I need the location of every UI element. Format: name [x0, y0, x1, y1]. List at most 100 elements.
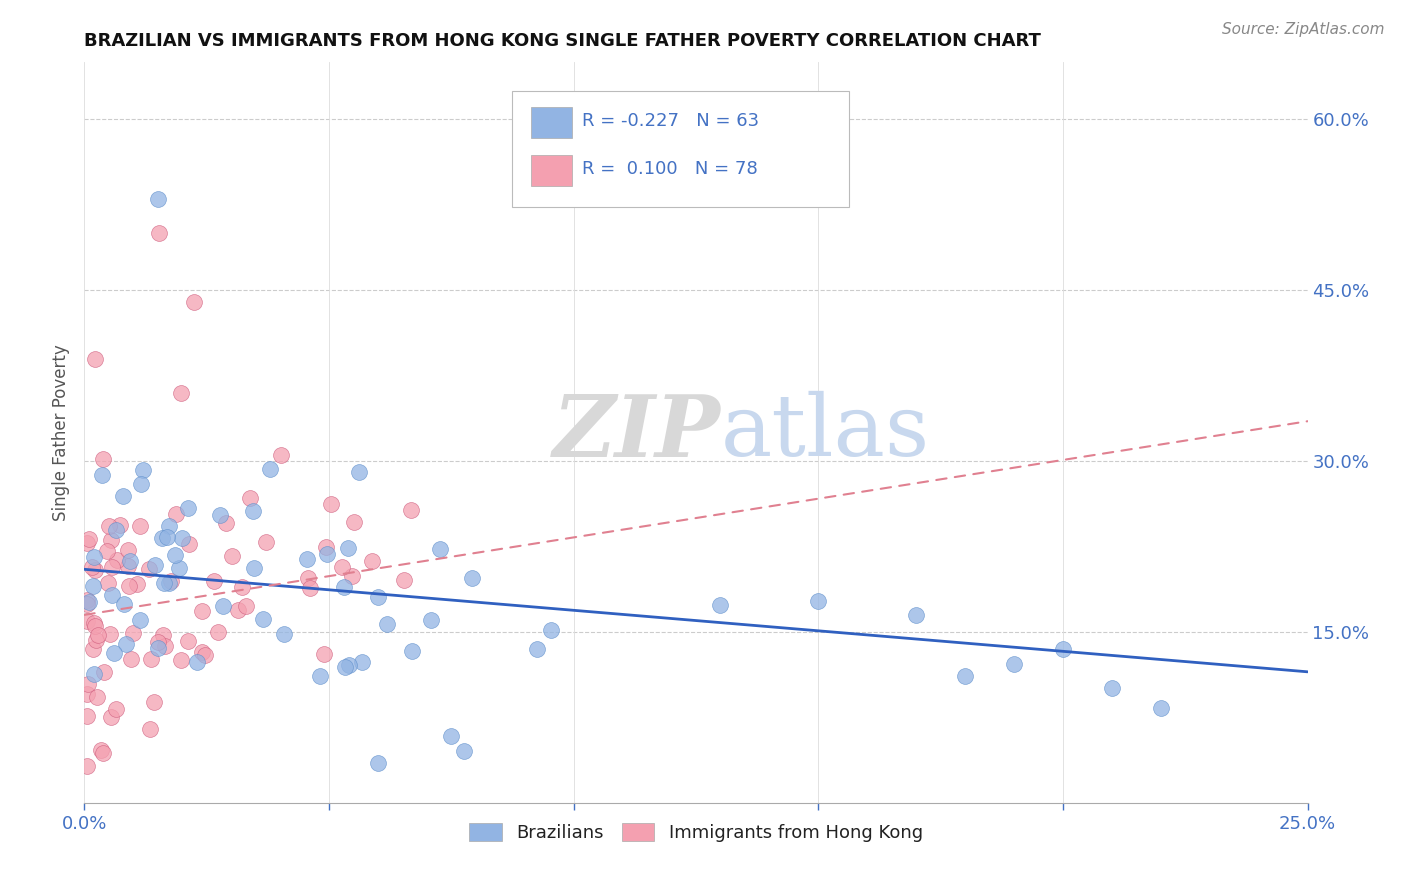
Point [242, 504, 264, 518]
Point [1052, 642, 1074, 657]
Point [93, 747, 115, 761]
Legend: Brazilians, Immigrants from Hong Kong: Brazilians, Immigrants from Hong Kong [463, 815, 929, 849]
Point [309, 669, 332, 683]
Point [231, 580, 253, 594]
Point [105, 523, 128, 537]
Point [120, 553, 142, 567]
Point [953, 669, 976, 683]
Point [221, 549, 243, 564]
Point [138, 562, 160, 576]
Point [259, 462, 281, 476]
Point [91, 452, 114, 467]
Point [461, 571, 484, 585]
Point [440, 729, 463, 743]
Point [183, 294, 205, 309]
Point [146, 192, 169, 206]
Text: Source: ZipAtlas.com: Source: ZipAtlas.com [1222, 22, 1385, 37]
Point [101, 588, 124, 602]
Point [98, 627, 121, 641]
Point [1101, 681, 1123, 695]
Point [540, 623, 562, 637]
Point [96, 544, 118, 558]
Point [100, 710, 122, 724]
Point [84, 351, 107, 366]
Point [97, 575, 120, 590]
Point [77, 595, 100, 609]
Point [170, 653, 193, 667]
Point [165, 507, 187, 521]
Y-axis label: Single Father Poverty: Single Father Poverty [52, 344, 70, 521]
Point [361, 554, 384, 568]
Text: R =  0.100   N = 78: R = 0.100 N = 78 [582, 160, 758, 178]
Point [392, 574, 415, 588]
Point [163, 548, 186, 562]
Point [349, 465, 371, 479]
Point [83, 549, 105, 564]
Point [340, 569, 363, 583]
Point [103, 646, 125, 660]
Point [215, 516, 238, 530]
Text: BRAZILIAN VS IMMIGRANTS FROM HONG KONG SINGLE FATHER POVERTY CORRELATION CHART: BRAZILIAN VS IMMIGRANTS FROM HONG KONG S… [84, 32, 1042, 50]
Point [76, 709, 98, 723]
Point [453, 744, 475, 758]
Point [76, 597, 98, 611]
Point [128, 519, 150, 533]
FancyBboxPatch shape [531, 155, 572, 186]
Point [167, 561, 190, 575]
Point [132, 462, 155, 476]
Point [177, 537, 200, 551]
FancyBboxPatch shape [531, 107, 572, 138]
Point [314, 647, 336, 661]
Point [807, 593, 830, 607]
Point [1150, 701, 1173, 715]
Point [295, 552, 318, 566]
Point [333, 660, 356, 674]
Point [191, 645, 214, 659]
Point [110, 517, 132, 532]
Point [83, 616, 105, 631]
Point [207, 625, 229, 640]
Point [160, 574, 183, 588]
Point [117, 559, 139, 574]
Point [212, 599, 235, 613]
Point [299, 582, 322, 596]
Point [254, 535, 277, 549]
Point [76, 593, 98, 607]
Point [336, 541, 359, 555]
Point [350, 655, 373, 669]
Point [143, 695, 166, 709]
Point [1002, 657, 1025, 671]
Point [131, 477, 153, 491]
Point [343, 515, 366, 529]
Point [76, 759, 98, 773]
Point [330, 559, 353, 574]
Point [76, 687, 98, 701]
Point [156, 530, 179, 544]
Point [243, 560, 266, 574]
Point [375, 616, 398, 631]
Point [146, 635, 169, 649]
Point [226, 603, 249, 617]
Point [239, 491, 262, 506]
Point [83, 619, 105, 633]
Point [401, 643, 423, 657]
Point [139, 722, 162, 736]
Point [177, 501, 200, 516]
Point [419, 613, 441, 627]
Point [90, 742, 112, 756]
Point [122, 625, 145, 640]
Point [101, 559, 124, 574]
FancyBboxPatch shape [513, 91, 849, 207]
Point [84, 632, 107, 647]
Point [148, 227, 170, 241]
Point [93, 665, 115, 679]
Point [76, 536, 98, 550]
Point [87, 628, 110, 642]
Point [86, 690, 108, 704]
Point [399, 503, 422, 517]
Point [157, 519, 180, 533]
Point [709, 599, 731, 613]
Point [146, 640, 169, 655]
Point [315, 541, 337, 555]
Text: R = -0.227   N = 63: R = -0.227 N = 63 [582, 112, 759, 130]
